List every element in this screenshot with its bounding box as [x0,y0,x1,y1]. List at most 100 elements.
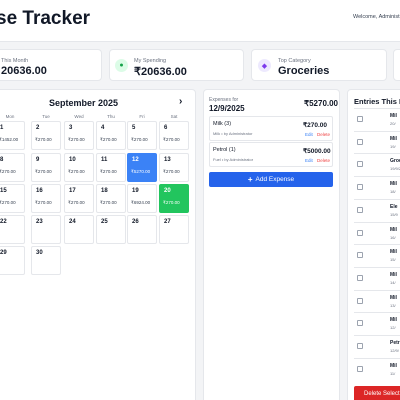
calendar-day[interactable]: 10 ₹270.00 [64,153,94,182]
day-number: 26 [132,219,139,225]
day-amount: ₹270.00 [68,137,85,142]
entry-name: Mil [390,271,397,278]
entry-checkbox[interactable] [357,274,363,281]
day-number: 18 [101,188,108,194]
entry-date: 15/9 [390,211,398,217]
calendar-day[interactable]: 8 ₹270.00 [0,153,25,182]
calendar-day[interactable]: 25 [96,215,126,244]
day-amount: ₹270.00 [0,200,16,205]
entry-name: Mil [390,317,397,324]
entry-row[interactable]: Mil 14/ [354,266,400,289]
entry-checkbox[interactable] [357,116,363,122]
entry-row[interactable]: Mil 15/ [354,244,400,266]
calendar-day[interactable]: 23 [31,215,61,244]
calendar-day[interactable]: 4 ₹270.00 [96,121,126,150]
calendar-day[interactable]: 16 ₹270.00 [31,184,61,213]
entry-row[interactable]: Mil 13/ [354,289,400,312]
calendar-day[interactable]: 20 ₹270.00 [159,184,189,213]
calendar-day[interactable]: 29 [0,246,25,275]
entry-name: Mil [390,294,397,301]
entry-checkbox[interactable] [357,297,363,304]
entry-checkbox[interactable] [357,343,363,349]
entries-title: Entries This M [354,97,400,106]
entry-name: Petr [390,340,400,346]
entry-date: 13/ [390,302,396,308]
weekday-label: Fri [139,114,145,119]
delete-expense-button[interactable]: Delete [317,158,331,163]
add-expense-button[interactable]: + Add Expense [209,172,333,187]
entry-name: Mil [390,181,397,188]
weekday-label: Thu [107,114,115,119]
day-number: 30 [36,250,43,256]
entry-row[interactable]: Mil 18/ [354,176,400,198]
delete-expense-button[interactable]: Delete [317,132,331,137]
calendar-day[interactable]: 18 ₹270.00 [96,184,126,213]
delete-selected-button[interactable]: Delete Select [354,386,400,400]
entry-date: 12/ [390,325,396,331]
entry-row[interactable]: Groce19/9/2 [354,153,400,175]
entry-row[interactable]: Mil 12/ [354,312,400,334]
calendar-day[interactable]: 30 [31,246,61,275]
day-number: 4 [101,125,105,131]
day-amount: ₹270.00 [35,200,52,205]
entry-row[interactable]: Mil 16/ [354,221,400,244]
calendar-day[interactable]: 3 ₹270.00 [64,121,94,150]
entry-checkbox[interactable] [357,206,363,213]
day-amount: ₹270.00 [100,169,117,174]
entry-checkbox[interactable] [357,184,363,191]
entry-name: Mil [390,113,397,119]
expenses-heading: Expenses for [209,97,239,103]
day-amount: ₹270.00 [100,200,117,205]
expenses-date: 12/9/2025 [209,104,245,113]
calendar-day[interactable]: 24 [64,215,94,244]
next-month-button[interactable]: › [179,96,183,107]
expense-meta: Fuel • by Administrator [213,157,254,162]
entry-date: 16/ [390,234,396,240]
entry-checkbox[interactable] [357,320,363,327]
calendar-day[interactable]: 6 ₹270.00 [159,121,189,150]
day-number: 13 [164,157,171,163]
entry-name: Mil [390,362,397,369]
calendar-day[interactable]: 27 [159,215,189,244]
expenses-total: ₹5270.00 [304,99,339,108]
entry-date: 18/ [390,189,396,195]
calendar-day[interactable]: 17 ₹270.00 [64,184,94,213]
day-number: 1 [0,125,4,131]
calendar-day[interactable]: 13 ₹270.00 [159,153,189,182]
app-title: se Tracker [0,8,91,29]
expense-item: Milk (3) Milk • by Administrator ₹270.00… [209,116,333,141]
calendar-day[interactable]: 11 ₹270.00 [96,153,126,182]
calendar-day[interactable]: 2 ₹270.00 [31,121,61,150]
entry-checkbox[interactable] [357,161,363,168]
entry-checkbox[interactable] [357,252,363,259]
day-number: 17 [69,188,76,194]
day-number: 8 [0,157,4,163]
calendar-day[interactable]: 1 ₹1452.00 [0,121,25,150]
entry-row[interactable]: Mil 11/ [354,357,400,380]
calendar-day[interactable]: 19 ₹6924.00 [127,184,157,213]
stat-value: ₹20636.00 [134,66,187,78]
edit-expense-button[interactable]: Edit [305,158,313,163]
entry-row[interactable]: Petr 12/9/ [354,335,400,357]
entry-checkbox[interactable] [357,365,363,372]
calendar-day[interactable]: 26 [127,215,157,244]
edit-expense-button[interactable]: Edit [305,132,313,137]
stat-label: My Spending [134,58,167,64]
entry-checkbox[interactable] [357,229,363,236]
entry-row[interactable]: Ele 15/9 [354,198,400,221]
day-number: 12 [132,157,139,163]
calendar-day[interactable]: 5 ₹270.00 [127,121,157,150]
entry-checkbox[interactable] [357,138,363,145]
entry-row[interactable]: Mil 19/ [354,130,400,153]
calendar-day[interactable]: 9 ₹270.00 [31,153,61,182]
calendar-day[interactable]: 22 [0,215,25,244]
top-bar: se Tracker Welcome, Administ [0,0,400,42]
day-amount: ₹270.00 [100,137,117,142]
expense-name: Milk (3) [213,121,232,127]
calendar-day[interactable]: 15 ₹270.00 [0,184,25,213]
day-number: 22 [0,219,7,225]
entry-row[interactable]: Mil 20/ [354,108,400,130]
weekday-label: Wed [74,114,84,119]
day-number: 2 [36,125,40,131]
calendar-day[interactable]: 12 ₹5270.00 [127,153,157,182]
